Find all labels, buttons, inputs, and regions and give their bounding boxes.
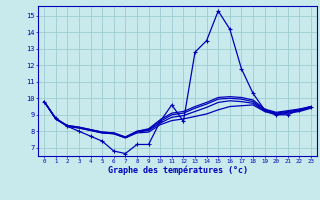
X-axis label: Graphe des températures (°c): Graphe des températures (°c) bbox=[108, 166, 248, 175]
